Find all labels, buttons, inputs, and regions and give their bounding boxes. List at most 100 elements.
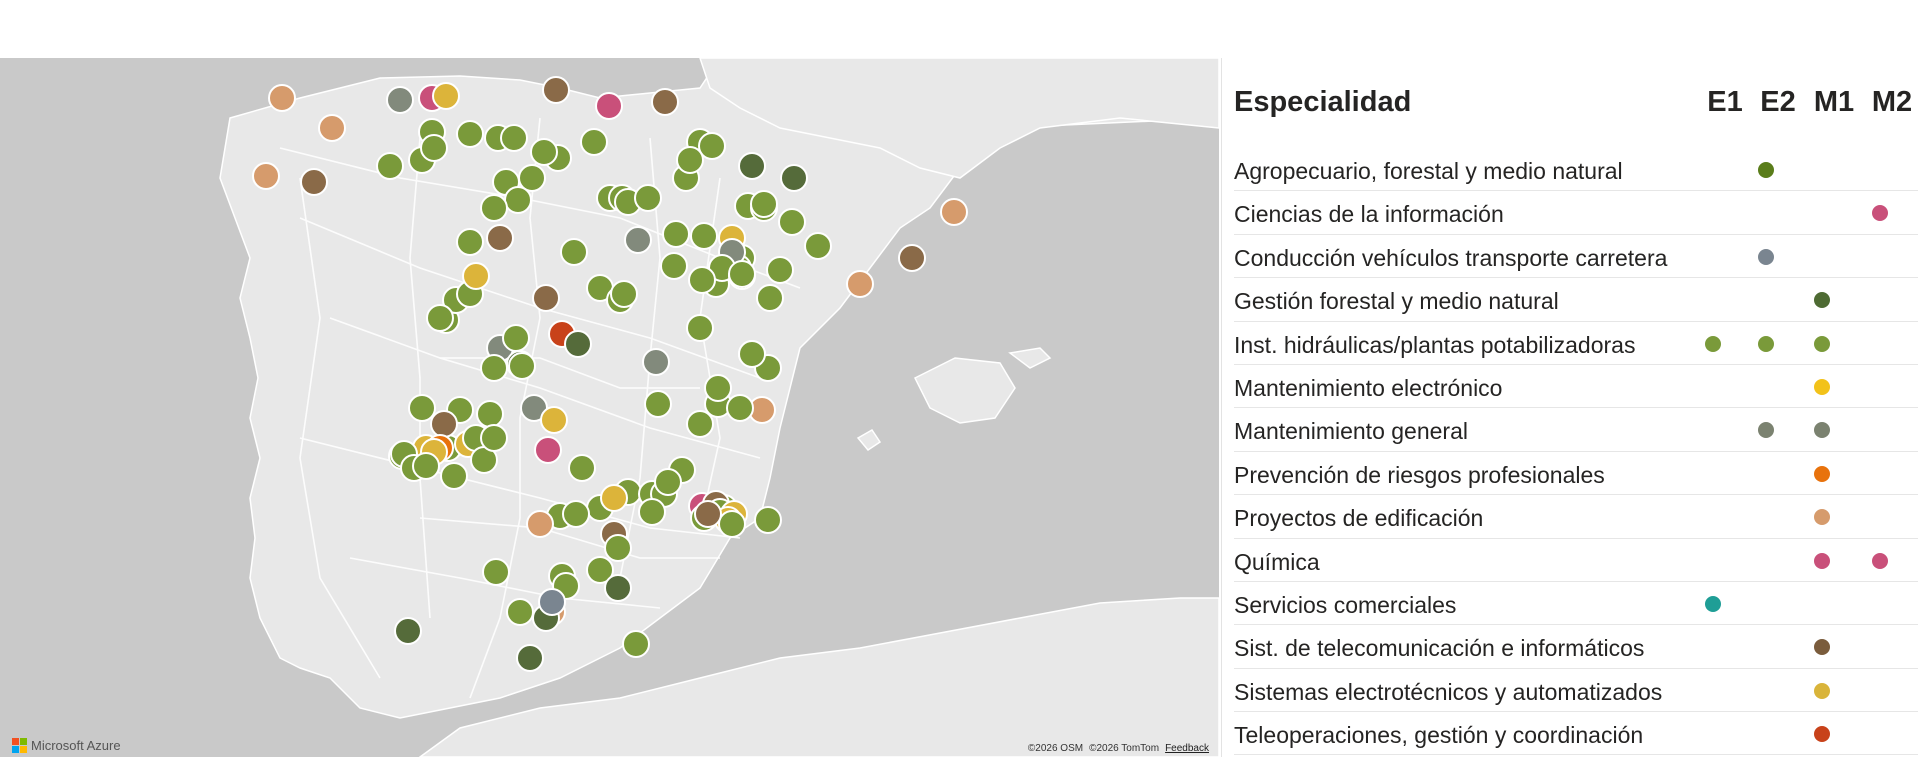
map-marker-agro[interactable]: [440, 462, 468, 490]
map-marker-brown[interactable]: [532, 284, 560, 312]
map-marker-agro[interactable]: [634, 184, 662, 212]
map-marker-agro[interactable]: [610, 280, 638, 308]
map-marker-tan[interactable]: [846, 270, 874, 298]
map-marker-agro[interactable]: [766, 256, 794, 284]
legend-row-label: Sistemas electrotécnicos y automatizados: [1234, 678, 1663, 705]
map-marker-agro[interactable]: [482, 558, 510, 586]
map-marker-agro[interactable]: [756, 284, 784, 312]
map-marker-agro[interactable]: [604, 534, 632, 562]
map-marker-agro[interactable]: [456, 228, 484, 256]
map-marker-agro[interactable]: [480, 354, 508, 382]
map-marker-agro[interactable]: [562, 500, 590, 528]
legend-row-label: Mantenimiento electrónico: [1234, 374, 1503, 401]
map-marker-agro[interactable]: [456, 120, 484, 148]
map-marker-yellow[interactable]: [540, 406, 568, 434]
map-svg[interactable]: [0, 58, 1219, 757]
legend-row: Sist. de telecomunicación e informáticos: [1234, 625, 1918, 669]
map-marker-brown[interactable]: [486, 224, 514, 252]
map-marker-agro[interactable]: [508, 352, 536, 380]
map-marker-dark-green[interactable]: [604, 574, 632, 602]
map-marker-agro[interactable]: [408, 394, 436, 422]
map-marker-grey[interactable]: [642, 348, 670, 376]
map-marker-dark-green[interactable]: [564, 330, 592, 358]
map-marker-agro[interactable]: [426, 304, 454, 332]
map-marker-yellow[interactable]: [600, 484, 628, 512]
map-marker-agro[interactable]: [686, 314, 714, 342]
legend-dot-m1: [1814, 552, 1830, 569]
map-canvas[interactable]: Microsoft Azure ©2026 OSM ©2026 TomTom F…: [0, 58, 1219, 757]
map-marker-agro[interactable]: [480, 194, 508, 222]
legend-row: Sistemas electrotécnicos y automatizados: [1234, 669, 1918, 713]
feedback-link[interactable]: Feedback: [1165, 743, 1209, 754]
map-marker-agro[interactable]: [476, 400, 504, 428]
map-marker-tan[interactable]: [268, 84, 296, 112]
map-marker-agro[interactable]: [654, 468, 682, 496]
map-marker-agro[interactable]: [560, 238, 588, 266]
map-marker-agro[interactable]: [754, 506, 782, 534]
map-marker-agro[interactable]: [622, 630, 650, 658]
map-marker-agro[interactable]: [750, 190, 778, 218]
map-marker-brown[interactable]: [651, 88, 679, 116]
map-marker-tan[interactable]: [318, 114, 346, 142]
map-marker-agro[interactable]: [728, 260, 756, 288]
map-marker-agro[interactable]: [718, 510, 746, 538]
map-marker-agro[interactable]: [638, 498, 666, 526]
map-marker-tan[interactable]: [940, 198, 968, 226]
map-marker-agro[interactable]: [690, 222, 718, 250]
map-marker-agro[interactable]: [738, 340, 766, 368]
map-marker-agro[interactable]: [580, 128, 608, 156]
legend-dot-e2: [1758, 162, 1774, 178]
legend-row: Agropecuario, forestal y medio natural: [1234, 148, 1918, 192]
map-marker-slate[interactable]: [538, 588, 566, 616]
map-marker-agro[interactable]: [688, 266, 716, 294]
map-marker-grey[interactable]: [624, 226, 652, 254]
map-marker-dark-green[interactable]: [394, 617, 422, 645]
map-marker-pink[interactable]: [534, 436, 562, 464]
map-marker-agro[interactable]: [376, 152, 404, 180]
map-marker-yellow[interactable]: [462, 262, 490, 290]
map-marker-dark-green[interactable]: [516, 644, 544, 672]
map-marker-agro[interactable]: [660, 252, 688, 280]
map-marker-dark-green[interactable]: [738, 152, 766, 180]
legend-dot-m2: [1872, 205, 1888, 222]
map-marker-agro[interactable]: [704, 374, 732, 402]
map-marker-agro[interactable]: [698, 132, 726, 160]
map-marker-agro[interactable]: [586, 556, 614, 584]
legend-title: Especialidad: [1234, 86, 1412, 118]
map-marker-agro[interactable]: [644, 390, 672, 418]
marker-layer[interactable]: [252, 76, 968, 672]
map-marker-grey[interactable]: [386, 86, 414, 114]
map-marker-brown[interactable]: [430, 410, 458, 438]
map-marker-agro[interactable]: [568, 454, 596, 482]
map-marker-agro[interactable]: [518, 164, 546, 192]
map-marker-tan[interactable]: [526, 510, 554, 538]
legend-row: Gestión forestal y medio natural: [1234, 278, 1918, 322]
legend-row-label: Química: [1234, 548, 1320, 575]
map-marker-brown[interactable]: [300, 168, 328, 196]
map-marker-agro[interactable]: [502, 324, 530, 352]
map-marker-agro[interactable]: [500, 124, 528, 152]
legend-row: Mantenimiento general: [1234, 408, 1918, 452]
map-marker-agro[interactable]: [662, 220, 690, 248]
map-marker-agro[interactable]: [504, 186, 532, 214]
map-marker-agro[interactable]: [778, 208, 806, 236]
map-marker-brown[interactable]: [542, 76, 570, 104]
map-marker-agro[interactable]: [686, 410, 714, 438]
map-marker-agro[interactable]: [420, 134, 448, 162]
map-marker-brown[interactable]: [898, 244, 926, 272]
map-marker-agro[interactable]: [506, 598, 534, 626]
map-marker-brown[interactable]: [694, 500, 722, 528]
map-marker-agro[interactable]: [804, 232, 832, 260]
map-marker-yellow[interactable]: [432, 82, 460, 110]
map-marker-dark-green[interactable]: [780, 164, 808, 192]
attribution-tomtom: ©2026 TomTom: [1089, 743, 1160, 754]
legend-dot-m2: [1872, 552, 1888, 569]
map-marker-pink[interactable]: [595, 92, 623, 120]
map-marker-agro[interactable]: [676, 146, 704, 174]
map-marker-agro[interactable]: [480, 424, 508, 452]
map-marker-tan[interactable]: [252, 162, 280, 190]
map-marker-agro[interactable]: [726, 394, 754, 422]
map-marker-agro[interactable]: [530, 138, 558, 166]
legend-row-label: Servicios comerciales: [1234, 591, 1457, 618]
map-marker-agro[interactable]: [412, 452, 440, 480]
